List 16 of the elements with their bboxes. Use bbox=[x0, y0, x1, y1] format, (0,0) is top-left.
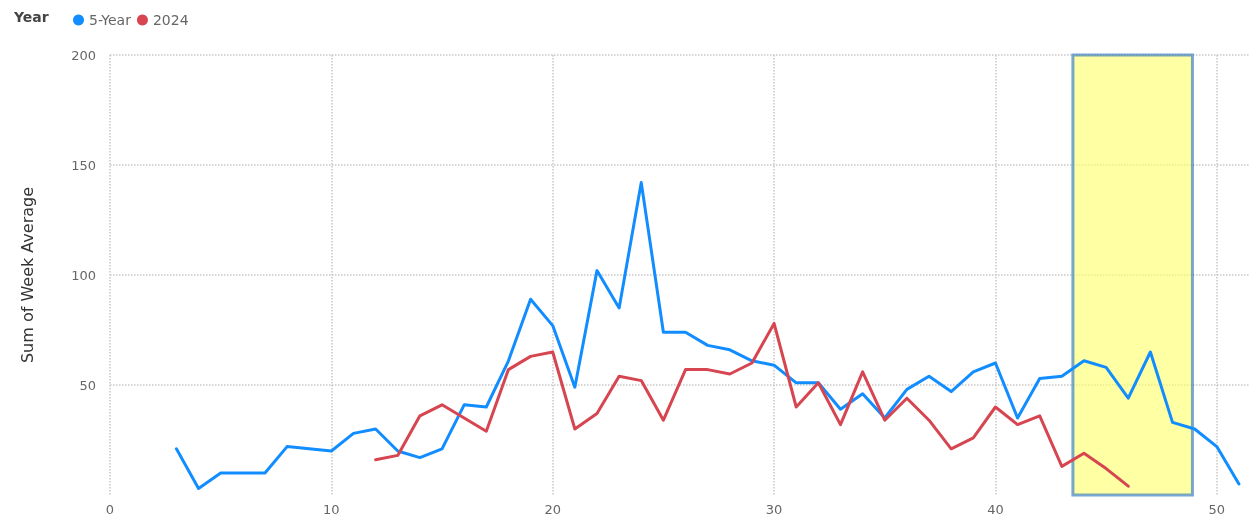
y-tick-label: 200 bbox=[71, 47, 96, 63]
x-tick-label: 20 bbox=[544, 502, 561, 517]
y-tick-label: 50 bbox=[79, 377, 96, 393]
legend-label: 2024 bbox=[152, 12, 189, 28]
y-tick-label: 150 bbox=[71, 157, 96, 173]
x-tick-label: 30 bbox=[765, 502, 783, 517]
line-series bbox=[174, 181, 1241, 490]
x-tick-label: 10 bbox=[323, 502, 340, 517]
legend-title: Year bbox=[13, 9, 49, 25]
x-tick-label: 50 bbox=[1208, 502, 1226, 517]
line-series bbox=[374, 321, 1130, 488]
y-axis-title: Sum of Week Average bbox=[17, 186, 37, 364]
legend-label: 5-Year bbox=[89, 12, 132, 28]
x-tick-label: 40 bbox=[987, 502, 1004, 517]
x-tick-label: 0 bbox=[105, 502, 115, 517]
y-tick-label: 100 bbox=[71, 267, 96, 283]
